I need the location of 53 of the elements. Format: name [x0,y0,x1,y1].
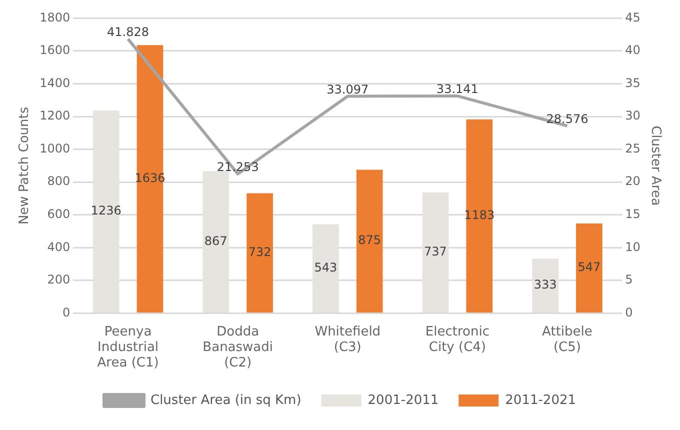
x-tick-label: Peenya Industrial Area (C1) [97,324,159,371]
y2-axis-title: Cluster Area [648,126,663,206]
bar [312,224,339,312]
y-tick-label: 1600 [40,43,70,58]
y-tick-label: 1200 [40,108,70,123]
y-tick-label: 200 [47,272,70,287]
data-label: 547 [578,260,601,274]
bar [246,193,273,312]
y-axis-title: New Patch Counts [17,106,32,225]
y2-tick-label: 20 [625,174,640,188]
data-label: 875 [358,233,382,248]
bar [532,258,558,312]
bar [466,119,493,312]
data-label: 732 [248,244,272,259]
legend-label: 2001-2011 [368,392,439,408]
y-tick-label: 0 [62,305,70,320]
y-tick-label: 800 [47,174,70,188]
y-tick-label: 1400 [40,76,70,90]
bar [576,224,602,312]
data-label: 333 [534,278,557,292]
y2-tick-label: 35 [625,76,640,90]
data-label: 543 [314,260,338,274]
data-label: 41.828 [107,25,150,40]
bar [202,171,230,312]
legend-label: Cluster Area (in sq Km) [150,392,302,408]
y2-tick-label: 10 [625,240,640,254]
y2-tick-label: 15 [625,206,640,221]
y2-tick-label: 0 [625,305,633,320]
x-tick-label: Electronic City (C4) [425,324,490,355]
y-tick-label: 1800 [40,10,70,24]
y2-tick-label: 5 [625,272,633,287]
bar [92,110,120,312]
bar [422,192,449,312]
data-label: 867 [204,234,228,248]
x-tick-label: Whitefield (C3) [314,324,381,355]
y-tick-label: 400 [47,240,70,254]
y2-tick-label: 25 [625,141,640,156]
x-tick-label: Attibele (C5) [542,324,592,355]
bar [356,170,383,312]
y2-tick-label: 40 [625,43,640,58]
y-tick-label: 1000 [40,141,70,156]
bar [136,45,164,312]
y2-tick-label: 45 [625,10,640,24]
y-tick-label: 600 [47,206,70,221]
data-label: 28.576 [546,112,588,126]
data-label: 21.253 [216,160,259,174]
data-label: 33.097 [326,82,369,96]
data-label: 33.141 [436,82,478,96]
legend-label: 2011-2021 [505,392,576,408]
data-label: 1236 [90,204,122,218]
y2-tick-label: 30 [625,108,640,123]
x-tick-label: Dodda Banaswadi (C2) [202,324,273,371]
data-label: 737 [424,244,447,259]
